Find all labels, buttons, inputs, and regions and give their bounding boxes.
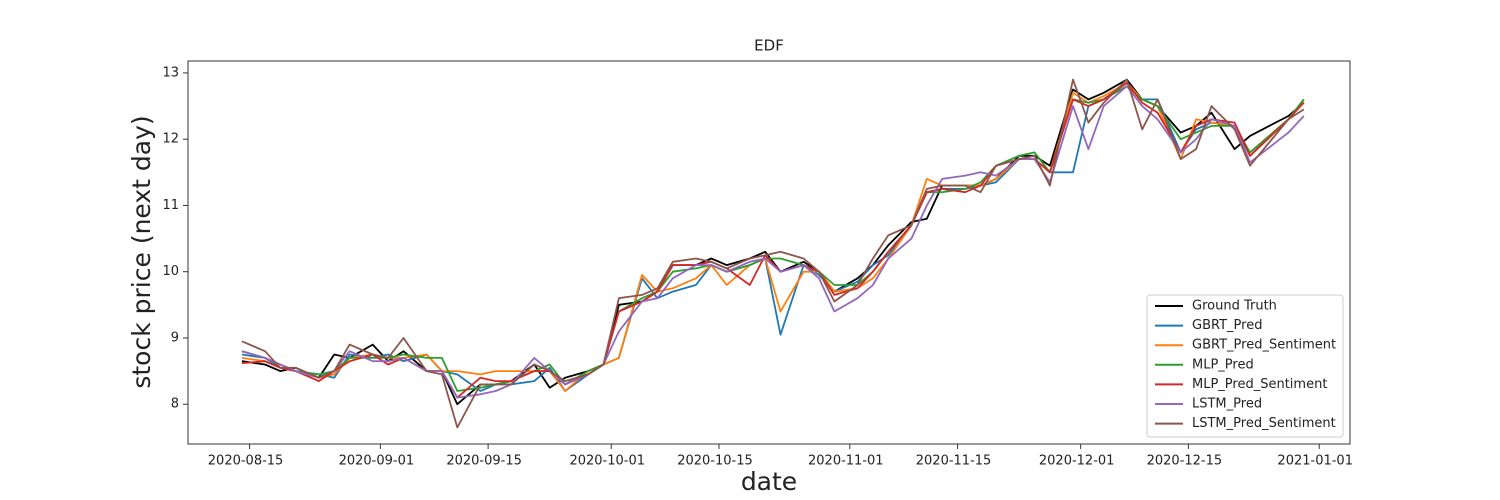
legend-box xyxy=(1146,294,1344,438)
x-tick-label: 2020-09-01 xyxy=(339,454,415,469)
x-tick-label: 2020-10-01 xyxy=(569,454,645,469)
series-line xyxy=(241,82,1305,392)
legend-label: MLP_Pred_Sentiment xyxy=(1192,377,1327,392)
x-tick-label: 2020-10-15 xyxy=(677,454,753,469)
legend-label: GBRT_Pred xyxy=(1192,318,1262,333)
legend-label: MLP_Pred xyxy=(1192,357,1254,372)
y-tick-label: 8 xyxy=(171,397,179,412)
legend-label: LSTM_Pred xyxy=(1192,397,1262,412)
series-line xyxy=(241,78,1305,406)
x-tick-label: 2020-11-15 xyxy=(916,454,992,469)
y-tick-label: 11 xyxy=(162,198,179,213)
y-tick-label: 13 xyxy=(162,65,179,80)
x-tick-label: 2020-11-01 xyxy=(808,454,884,469)
legend: Ground Truth GBRT_Pred GBRT_Pred_Sentiment… xyxy=(1146,294,1344,438)
series-line xyxy=(241,78,1305,429)
x-tick-label: 2021-01-01 xyxy=(1277,454,1353,469)
x-tick-label: 2020-09-15 xyxy=(446,454,522,469)
plot-frame xyxy=(187,60,1351,445)
series-line xyxy=(241,85,1305,399)
y-axis-label: stock price (next day) xyxy=(127,115,156,388)
series-line xyxy=(241,82,1305,399)
y-tick-label: 9 xyxy=(171,330,179,345)
legend-label: LSTM_Pred_Sentiment xyxy=(1192,416,1336,431)
series-line xyxy=(241,85,1305,392)
chart-title: EDF xyxy=(754,37,784,55)
x-tick-label: 2020-08-15 xyxy=(208,454,284,469)
y-tick-label: 12 xyxy=(162,132,179,147)
legend-label: Ground Truth xyxy=(1192,299,1277,314)
x-tick-label: 2020-12-01 xyxy=(1039,454,1115,469)
legend-label: GBRT_Pred_Sentiment xyxy=(1192,338,1336,353)
series-line xyxy=(241,82,1305,392)
y-tick-label: 10 xyxy=(162,264,179,279)
x-tick-label: 2020-12-15 xyxy=(1147,454,1223,469)
x-axis-label: date xyxy=(741,467,797,496)
